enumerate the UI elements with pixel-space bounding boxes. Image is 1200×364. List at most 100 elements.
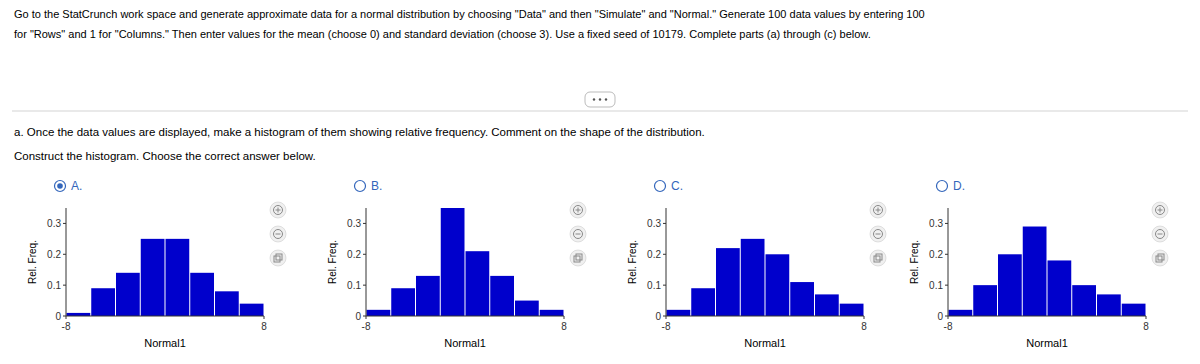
x-tick-label: -8 — [62, 321, 71, 332]
icon-stroke — [276, 234, 281, 235]
expand-icon[interactable] — [570, 250, 586, 266]
icon-circle[interactable] — [570, 202, 586, 218]
icon-circle[interactable] — [870, 250, 886, 266]
x-axis-line — [948, 316, 1146, 317]
zoom-in-icon[interactable] — [270, 202, 286, 218]
zoom-out-icon[interactable] — [270, 226, 286, 242]
option-radio[interactable] — [55, 181, 66, 192]
icon-ring — [874, 206, 883, 215]
histogram-bar — [367, 310, 391, 316]
histogram-bar — [391, 288, 415, 316]
icon-stroke — [578, 208, 579, 213]
y-tick-label: 0.1 — [347, 280, 361, 291]
histogram-bar — [116, 273, 140, 316]
ellipsis-button[interactable] — [585, 92, 615, 107]
icon-circle[interactable] — [570, 226, 586, 242]
option-label[interactable]: C. — [671, 179, 683, 193]
zoom-in-icon[interactable] — [1152, 202, 1168, 218]
y-tick — [945, 285, 948, 286]
icon-circle[interactable] — [1152, 202, 1168, 218]
y-axis-label: Rel. Freq. — [909, 240, 920, 284]
icon-ring — [1156, 206, 1165, 215]
expand-icon[interactable] — [270, 250, 286, 266]
histogram-bar — [166, 239, 190, 316]
radio-ring[interactable] — [655, 181, 666, 192]
histogram-bar — [466, 251, 490, 316]
icon-circle[interactable] — [1152, 250, 1168, 266]
histogram-bar — [766, 254, 790, 316]
x-tick — [366, 316, 367, 319]
zoom-in-icon[interactable] — [870, 202, 886, 218]
y-axis-line — [948, 208, 949, 316]
subtitle: Construct the histogram. Choose the corr… — [14, 150, 316, 162]
histogram-panel: C.00.10.20.3-88Normal1Rel. Freq. — [627, 179, 886, 349]
histogram-bar — [1048, 260, 1072, 316]
option-radio[interactable] — [355, 181, 366, 192]
y-axis-label: Rel. Freq. — [27, 240, 38, 284]
histogram-bar — [215, 291, 239, 316]
icon-circle[interactable] — [270, 250, 286, 266]
x-axis-label: Normal1 — [1026, 337, 1068, 349]
icon-circle[interactable] — [1152, 226, 1168, 242]
icon-circle[interactable] — [270, 226, 286, 242]
icon-circle[interactable] — [570, 250, 586, 266]
histogram-bar — [840, 304, 864, 316]
histogram-bar — [973, 285, 997, 316]
radio-ring[interactable] — [355, 181, 366, 192]
subtitle: a. Once the data values are displayed, m… — [14, 126, 705, 138]
x-axis-line — [366, 316, 564, 317]
histogram-bar — [1097, 294, 1121, 316]
histogram-bar — [515, 301, 539, 316]
icon-ring — [274, 230, 283, 239]
x-tick-label: 8 — [1143, 321, 1149, 332]
y-tick-label: 0.3 — [47, 218, 61, 229]
x-tick — [264, 316, 265, 319]
x-axis-line — [66, 316, 264, 317]
option-radio[interactable] — [937, 181, 948, 192]
y-tick — [363, 223, 366, 224]
icon-circle[interactable] — [870, 226, 886, 242]
x-tick — [66, 316, 67, 319]
histogram-bar — [416, 276, 440, 316]
radio-ring[interactable] — [937, 181, 948, 192]
option-label[interactable]: D. — [953, 179, 965, 193]
y-tick-label: 0.1 — [929, 280, 943, 291]
icon-stroke — [278, 208, 279, 213]
separator — [12, 111, 1188, 112]
bars — [667, 239, 864, 316]
icon-square — [1156, 256, 1162, 262]
radio-dot[interactable] — [57, 183, 63, 189]
y-tick — [663, 254, 666, 255]
icon-circle[interactable] — [870, 202, 886, 218]
y-tick-label: 0 — [655, 311, 661, 322]
histogram-bar — [815, 294, 839, 316]
option-radio[interactable] — [655, 181, 666, 192]
radio-ring[interactable] — [55, 181, 66, 192]
x-axis-label: Normal1 — [444, 337, 486, 349]
y-tick — [363, 254, 366, 255]
zoom-out-icon[interactable] — [570, 226, 586, 242]
zoom-out-icon[interactable] — [1152, 226, 1168, 242]
zoom-out-icon[interactable] — [870, 226, 886, 242]
zoom-in-icon[interactable] — [570, 202, 586, 218]
histogram-bar — [741, 239, 765, 316]
histogram-bar — [1072, 285, 1096, 316]
histogram-bar — [667, 310, 691, 316]
histogram-bar — [1122, 304, 1146, 316]
histogram-bar — [490, 276, 514, 316]
y-tick-label: 0.2 — [929, 249, 943, 260]
histogram-bar — [91, 288, 115, 316]
bars — [949, 227, 1146, 316]
icon-circle[interactable] — [270, 202, 286, 218]
question-text: for "Rows" and 1 for "Columns." Then ent… — [14, 28, 871, 40]
option-label[interactable]: B. — [371, 179, 382, 193]
icon-ring — [874, 230, 883, 239]
x-tick-label: -8 — [662, 321, 671, 332]
option-label[interactable]: A. — [71, 179, 82, 193]
expand-icon[interactable] — [870, 250, 886, 266]
expand-icon[interactable] — [1152, 250, 1168, 266]
histogram-panel: D.00.10.20.3-88Normal1Rel. Freq. — [909, 179, 1168, 349]
background — [0, 0, 1200, 364]
icon-ring — [574, 206, 583, 215]
x-tick — [666, 316, 667, 319]
